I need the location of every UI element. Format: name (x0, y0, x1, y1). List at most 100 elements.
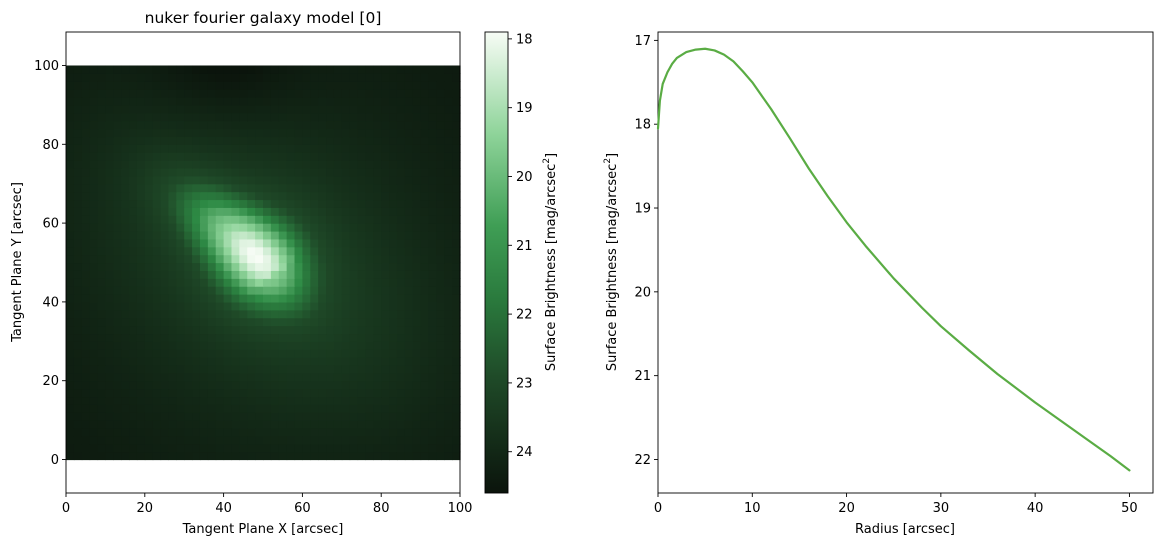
heatmap-cell (333, 223, 343, 232)
heatmap-cell (318, 357, 327, 366)
heatmap-cell (176, 443, 185, 453)
heatmap-cell (152, 65, 162, 74)
heatmap-cell (247, 443, 256, 453)
heatmap-cell (357, 238, 367, 248)
heatmap-cell (255, 294, 264, 303)
heatmap-cell (349, 435, 359, 445)
heatmap-cell (66, 104, 75, 114)
heatmap-cell (286, 112, 296, 122)
heatmap-cell (341, 183, 351, 193)
heatmap-cell (278, 167, 288, 177)
heatmap-cell (184, 175, 193, 185)
heatmap-cell (286, 81, 296, 90)
heatmap-cell (341, 112, 351, 122)
heatmap-cell (144, 349, 154, 358)
heatmap-cell (136, 136, 146, 145)
heatmap-cell (444, 120, 453, 130)
heatmap-cell (428, 254, 437, 264)
heatmap-cell (215, 215, 225, 224)
heatmap-cell (136, 325, 146, 335)
heatmap-cell (144, 183, 154, 193)
heatmap-cell (97, 451, 106, 461)
heatmap-cell (176, 246, 185, 256)
heatmap-cell (199, 317, 209, 327)
heatmap-cell (160, 420, 170, 429)
heatmap-cell (160, 104, 170, 114)
heatmap-cell (294, 81, 303, 90)
heatmap-cell (365, 262, 374, 271)
heatmap-cell (310, 443, 319, 453)
heatmap-cell (121, 372, 130, 382)
heatmap-cell (192, 412, 201, 421)
heatmap-cell (136, 81, 146, 90)
heatmap-cell (452, 104, 461, 114)
heatmap-cell (389, 97, 398, 106)
heatmap-cell (239, 357, 248, 366)
heatmap-cell (286, 167, 296, 177)
heatmap-cell (373, 341, 382, 350)
heatmap-cell (113, 128, 122, 138)
heatmap-cell (73, 435, 83, 445)
heatmap-cell (452, 199, 461, 208)
heatmap-cell (207, 81, 217, 90)
heatmap-cell (247, 199, 256, 208)
heatmap-cell (452, 294, 461, 303)
heatmap-cell (121, 97, 130, 106)
heatmap-cell (310, 357, 319, 366)
heatmap-cell (81, 364, 91, 374)
heatmap-cell (341, 230, 351, 240)
heatmap-cell (349, 270, 359, 279)
heatmap-cell (341, 175, 351, 185)
heatmap-cell (223, 286, 233, 295)
heatmap-cell (278, 443, 288, 453)
heatmap-cell (381, 65, 390, 74)
heatmap-cell (199, 81, 209, 90)
heatmap-cell (412, 372, 422, 382)
heatmap-cell (66, 167, 75, 177)
heatmap-cell (66, 294, 75, 303)
heatmap-cell (223, 89, 233, 98)
heatmap-cell (184, 388, 193, 398)
heatmap-cell (176, 412, 185, 421)
heatmap-cell (239, 230, 248, 240)
heatmap-cell (113, 435, 122, 445)
heatmap-cell (436, 238, 445, 248)
heatmap-cell (73, 65, 83, 74)
heatmap-cell (318, 199, 327, 208)
heatmap-cell (294, 97, 303, 106)
heatmap-cell (326, 167, 335, 177)
heatmap-cell (136, 349, 146, 358)
heatmap-cell (263, 175, 272, 185)
heatmap-cell (286, 349, 296, 358)
heatmap-cell (341, 372, 351, 382)
heatmap-cell (294, 175, 303, 185)
heatmap-cell (333, 278, 343, 287)
heatmap-cell (404, 152, 414, 161)
heatmap-cell (428, 73, 437, 82)
heatmap-cell (381, 104, 390, 114)
heatmap-cell (341, 246, 351, 256)
heatmap-cell (349, 81, 359, 90)
heatmap-cell (255, 144, 264, 153)
heatmap-cell (207, 294, 217, 303)
heatmap-cell (199, 207, 209, 216)
heatmap-cell (160, 136, 170, 145)
heatmap-cell (105, 301, 114, 311)
heatmap-cell (428, 199, 437, 208)
heatmap-cell (436, 435, 445, 445)
heatmap-cell (357, 380, 367, 390)
heatmap-cell (136, 246, 146, 256)
heatmap-cell (270, 89, 280, 98)
heatmap-cell (247, 144, 256, 153)
heatmap-cell (302, 97, 311, 106)
heatmap-cell (105, 128, 114, 138)
heatmap-cell (168, 333, 177, 342)
heatmap-cell (223, 120, 233, 130)
heatmap-cell (105, 309, 114, 319)
heatmap-cell (412, 89, 422, 98)
heatmap-cell (278, 112, 288, 122)
heatmap-cell (105, 230, 114, 240)
heatmap-cell (452, 160, 461, 169)
heatmap-cell (452, 191, 461, 201)
heatmap-cell (428, 104, 437, 114)
